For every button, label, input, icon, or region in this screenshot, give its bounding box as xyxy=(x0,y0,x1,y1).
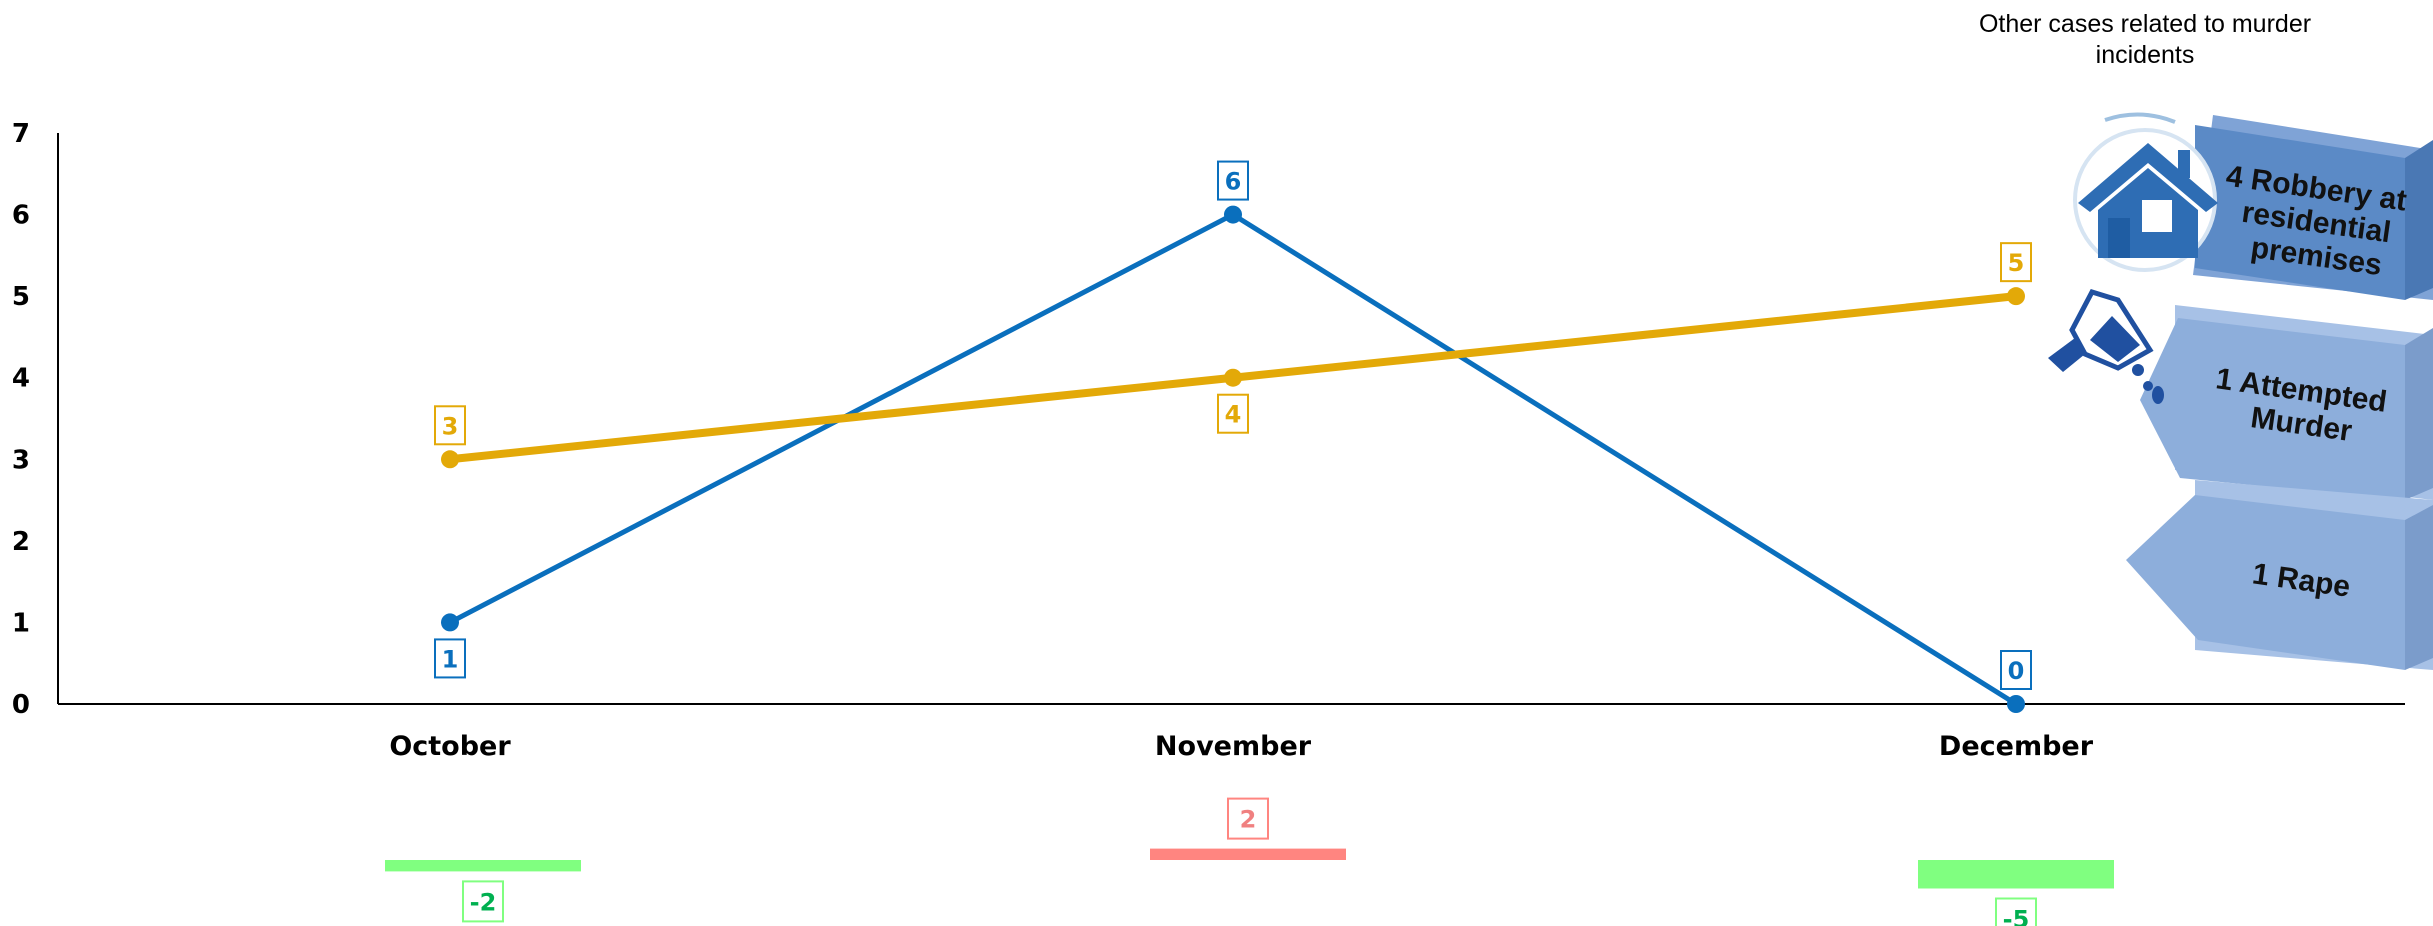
y-tick-labels: 0 1 2 3 4 5 6 7 xyxy=(12,119,30,720)
house-icon xyxy=(2073,112,2218,272)
series-line xyxy=(447,212,2019,707)
y-tick-label: 6 xyxy=(12,201,30,231)
data-point xyxy=(1224,205,1242,224)
category-labels: October November December xyxy=(389,731,2093,762)
data-label: 5 xyxy=(2008,249,2025,277)
data-point xyxy=(441,450,459,469)
difference-bars: -2 2 -5 xyxy=(385,797,2114,926)
y-tick-label: 4 xyxy=(12,364,30,394)
difference-label: -2 xyxy=(470,888,497,916)
side-panel: Other cases related to murder incidents … xyxy=(1979,10,2433,670)
difference-bar xyxy=(1918,860,2114,889)
card-side-face xyxy=(2405,140,2433,300)
data-label-box xyxy=(434,638,466,679)
difference-bar xyxy=(1150,848,1346,860)
card-side-face xyxy=(2405,328,2433,500)
data-point xyxy=(2007,287,2025,306)
difference-label-box xyxy=(1227,797,1269,840)
case-card-rape: 1 Rape xyxy=(2126,480,2433,670)
data-label: 6 xyxy=(1225,168,1242,196)
y-tick-label: 3 xyxy=(12,445,30,475)
difference-label: -5 xyxy=(2003,906,2030,926)
panel-title-line-2: incidents xyxy=(2096,41,2195,69)
data-point xyxy=(2007,695,2025,713)
difference-label-box xyxy=(462,880,504,923)
difference-label-box xyxy=(1995,897,2037,926)
card-face xyxy=(2126,495,2405,670)
data-point xyxy=(1224,368,1242,387)
difference-bar xyxy=(385,860,581,872)
y-tick-label: 0 xyxy=(12,690,30,720)
data-label: 4 xyxy=(1225,401,1242,429)
data-point xyxy=(441,613,459,632)
data-label-box xyxy=(434,405,466,446)
y-tick-label: 7 xyxy=(12,119,30,149)
difference-label: 2 xyxy=(1240,806,1257,834)
y-tick-label: 2 xyxy=(12,527,30,557)
case-card-attempted-murder: 1 Attempted Murder xyxy=(2140,305,2433,500)
category-label: December xyxy=(1939,731,2094,762)
card-side-face xyxy=(2405,505,2433,670)
data-label-box xyxy=(1217,393,1249,434)
card-face xyxy=(2140,318,2405,500)
card-face xyxy=(2195,125,2405,300)
panel-title-line-1: Other cases related to murder xyxy=(1979,10,2311,38)
data-label: 1 xyxy=(442,645,459,673)
case-card-robbery: 4 Robbery at residential premises xyxy=(2193,115,2433,300)
knife-icon xyxy=(2048,289,2164,404)
series-lines xyxy=(446,212,2020,707)
series-points xyxy=(441,205,2025,713)
category-label: November xyxy=(1155,731,1312,762)
data-label-box xyxy=(1217,160,1249,201)
y-tick-label: 1 xyxy=(12,608,30,638)
category-label: October xyxy=(389,731,511,762)
data-label: 3 xyxy=(442,412,459,440)
series-data-labels: 1 6 0 3 4 5 xyxy=(434,160,2032,690)
data-label: 0 xyxy=(2008,657,2025,685)
data-label-box xyxy=(2000,650,2032,690)
data-label-box xyxy=(2000,242,2032,283)
y-tick-label: 5 xyxy=(12,282,30,312)
